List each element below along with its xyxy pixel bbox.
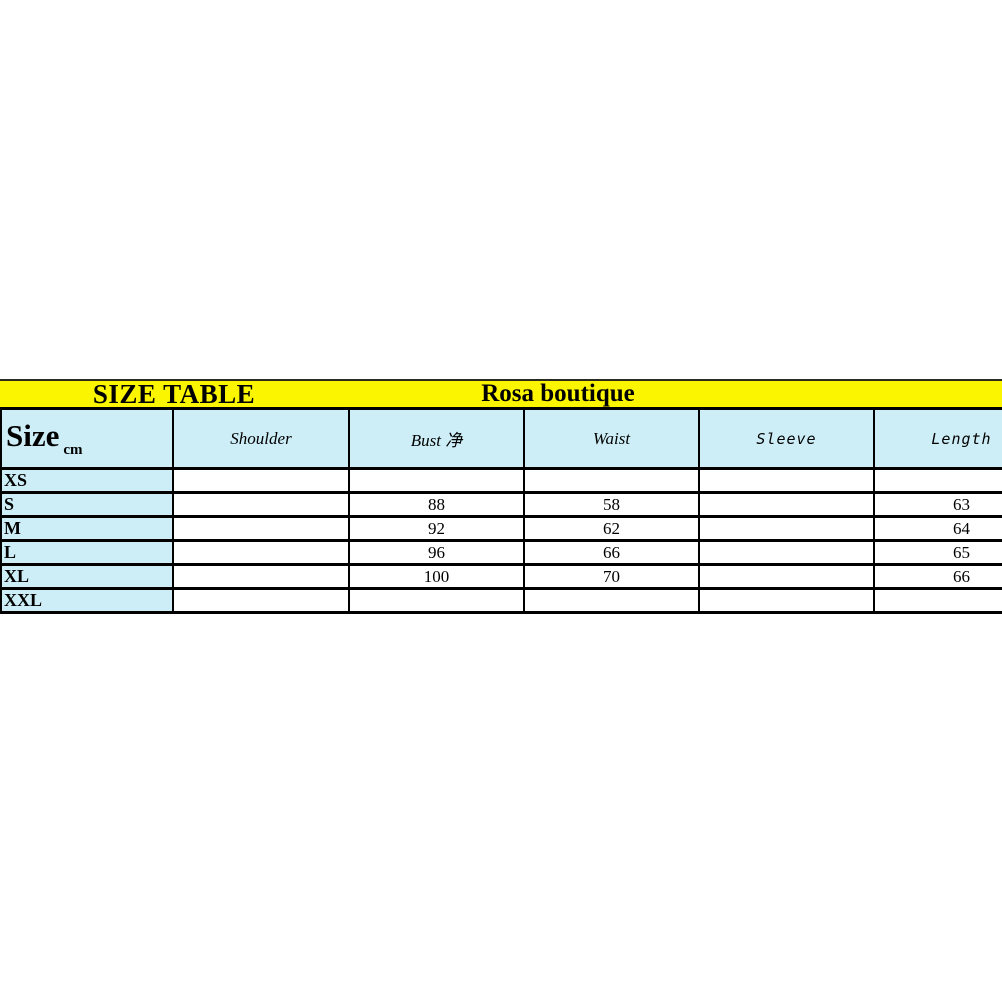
cell-shoulder: [172, 491, 350, 518]
row-label: L: [0, 539, 174, 566]
cell-bust: 92: [348, 515, 525, 542]
cell-sleeve: [698, 467, 875, 494]
cell-length: [873, 467, 1002, 494]
table-row-xxl: XXL: [0, 587, 1002, 614]
title-banner: SIZE TABLE Rosa boutique: [0, 379, 1002, 408]
cell-shoulder: [172, 563, 350, 590]
cell-sleeve: [698, 491, 875, 518]
cell-length: 66: [873, 563, 1002, 590]
cell-length: 63: [873, 491, 1002, 518]
row-label: M: [0, 515, 174, 542]
column-header-sleeve: Sleeve: [698, 407, 875, 470]
cell-waist: 58: [523, 491, 700, 518]
size-table: Size cm Shoulder Bust 净 Waist Sleeve Leng…: [0, 407, 1002, 614]
cell-length: 64: [873, 515, 1002, 542]
cell-bust: [348, 587, 525, 614]
column-header-waist: Waist: [523, 407, 700, 470]
table-row-m: M 92 62 64: [0, 515, 1002, 542]
cell-bust: 88: [348, 491, 525, 518]
cell-shoulder: [172, 467, 350, 494]
cell-waist: [523, 587, 700, 614]
cell-shoulder: [172, 539, 350, 566]
cell-length: [873, 587, 1002, 614]
cell-sleeve: [698, 515, 875, 542]
cell-shoulder: [172, 587, 350, 614]
cell-waist: [523, 467, 700, 494]
cell-waist: 66: [523, 539, 700, 566]
cell-sleeve: [698, 587, 875, 614]
cell-bust: 96: [348, 539, 525, 566]
size-table-title: SIZE TABLE: [92, 379, 256, 409]
row-label: XL: [0, 563, 174, 590]
row-label: XXL: [0, 587, 174, 614]
cell-waist: 70: [523, 563, 700, 590]
column-header-bust: Bust 净: [348, 407, 525, 470]
column-header-length: Length: [873, 407, 1002, 470]
cell-sleeve: [698, 563, 875, 590]
brand-title: Rosa boutique: [481, 380, 635, 407]
cell-length: 65: [873, 539, 1002, 566]
cell-bust: [348, 467, 525, 494]
size-unit-label: cm: [63, 442, 83, 458]
table-row-l: L 96 66 65: [0, 539, 1002, 566]
size-label: Size: [6, 418, 60, 453]
header-row: Size cm Shoulder Bust 净 Waist Sleeve Leng…: [0, 407, 1002, 470]
table-row-xs: XS: [0, 467, 1002, 494]
cell-waist: 62: [523, 515, 700, 542]
corner-cell: Size cm: [0, 407, 174, 470]
table-row-xl: XL 100 70 66: [0, 563, 1002, 590]
cell-shoulder: [172, 515, 350, 542]
cell-sleeve: [698, 539, 875, 566]
column-header-shoulder: Shoulder: [172, 407, 350, 470]
row-label: XS: [0, 467, 174, 494]
table-row-s: S 88 58 63: [0, 491, 1002, 518]
cell-bust: 100: [348, 563, 525, 590]
size-table-viewport: Size cm Shoulder Bust 净 Waist Sleeve Leng…: [0, 407, 1002, 624]
row-label: S: [0, 491, 174, 518]
